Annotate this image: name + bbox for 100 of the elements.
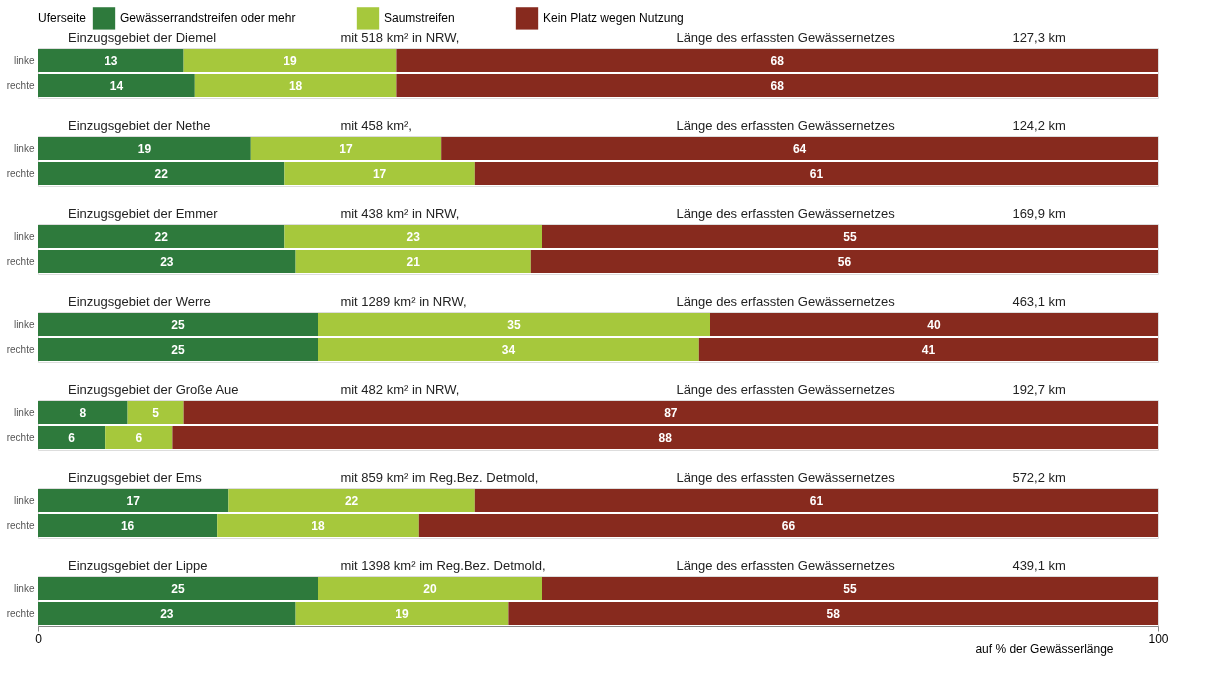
text: mit 458 km², [340,118,412,133]
bar [38,162,285,185]
y-tick-label: rechte [6,79,35,91]
data-label: 64 [792,141,807,156]
chart-title: Einzugsgebiet der Lippe [68,558,208,573]
bar [318,338,699,361]
bar [38,313,318,336]
bar [250,137,442,160]
data-label: 61 [809,166,824,181]
text: 439,1 km [1012,558,1066,573]
text: mit 1398 km² im Reg.Bez. Detmold, [340,558,546,573]
x-tick-label: 0 [35,631,43,646]
x-tick-label: 100 [1148,631,1169,646]
bar [183,49,397,72]
bar [38,225,285,248]
y-tick-label: rechte [6,607,35,619]
data-label: 5 [152,405,160,420]
data-label: 58 [826,606,841,621]
y-tick-label: rechte [6,167,35,179]
text: mit 438 km² in NRW, [340,206,460,221]
text: Länge des erfassten Gewässernetzes [676,470,896,485]
text: Länge des erfassten Gewässernetzes [676,206,896,221]
bar [217,514,419,537]
bar [474,489,1158,512]
bar [284,225,542,248]
bar [508,602,1158,625]
data-label: 19 [137,141,152,156]
data-label: 19 [395,606,409,621]
data-label: 6 [135,430,143,445]
bar [172,426,1158,449]
text: mit 482 km² in NRW, [340,382,460,397]
bar [441,137,1158,160]
data-label: 22 [344,493,359,508]
data-label: 55 [843,581,857,596]
data-label: 16 [120,518,135,533]
bar [38,401,128,424]
data-label: 56 [837,254,852,269]
data-label: 25 [171,342,185,357]
data-label: 55 [843,229,857,244]
data-label: 23 [406,229,421,244]
text: Länge des erfassten Gewässernetzes [676,558,896,573]
data-label: 61 [809,493,824,508]
bar [474,162,1158,185]
data-label: 19 [283,53,297,68]
bar [318,313,710,336]
data-label: 17 [372,166,387,181]
y-tick-label: linke [13,230,35,242]
legend-title: Uferseite [38,11,87,25]
y-tick-label: rechte [6,343,35,355]
text: Länge des erfassten Gewässernetzes [676,118,896,133]
bar [418,514,1158,537]
bar [38,426,106,449]
bar [530,250,1158,273]
text: mit 518 km² in NRW, [340,30,460,45]
bar [105,426,173,449]
text: Länge des erfassten Gewässernetzes [676,294,896,309]
data-label: 34 [501,342,516,357]
bar [38,489,229,512]
bar [194,74,397,97]
text: mit 1289 km² in NRW, [340,294,467,309]
legend-label: Gewässerrandstreifen oder mehr [120,11,296,26]
text: 463,1 km [1012,294,1066,309]
data-label: 66 [781,518,796,533]
bar [38,577,318,600]
chart-title: Einzugsgebiet der Ems [68,470,203,485]
data-label: 8 [79,405,87,420]
data-label: 25 [171,317,185,332]
chart-title: Einzugsgebiet der Große Aue [68,382,239,397]
bar [318,577,542,600]
y-tick-label: linke [13,494,35,506]
y-tick-label: rechte [6,255,35,267]
chart-title: Einzugsgebiet der Werre [68,294,211,309]
bar [38,49,184,72]
data-label: 21 [406,254,421,269]
bar [38,514,218,537]
bar [542,225,1158,248]
data-label: 23 [160,254,174,269]
text: mit 859 km² im Reg.Bez. Detmold, [340,470,539,485]
data-label: 41 [921,342,936,357]
text: 124,2 km [1012,118,1066,133]
bar [127,401,184,424]
bar [698,338,1158,361]
data-label: 6 [68,430,76,445]
bar [295,602,509,625]
bar [542,577,1158,600]
y-tick-label: linke [13,142,35,154]
bar [38,602,296,625]
y-tick-label: linke [13,406,35,418]
bar [295,250,531,273]
text: 127,3 km [1012,30,1066,45]
chart-title: Einzugsgebiet der Nethe [68,118,211,133]
legend-label: Kein Platz wegen Nutzung [543,11,684,26]
data-label: 17 [339,141,353,156]
data-label: 14 [109,78,124,93]
chart-title: Einzugsgebiet der Emmer [68,206,219,221]
y-tick-label: rechte [6,519,35,531]
bar [38,250,296,273]
data-label: 88 [658,430,673,445]
chart-title: Einzugsgebiet der Diemel [68,30,217,45]
data-label: 22 [154,166,169,181]
